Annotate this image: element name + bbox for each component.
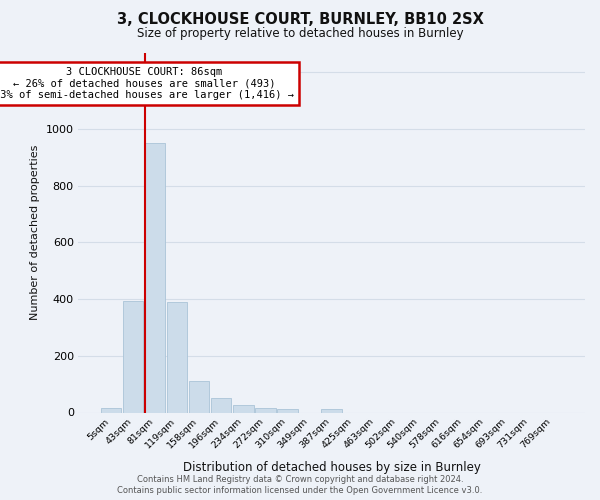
- Text: 3 CLOCKHOUSE COURT: 86sqm
← 26% of detached houses are smaller (493)
73% of semi: 3 CLOCKHOUSE COURT: 86sqm ← 26% of detac…: [0, 67, 294, 100]
- Bar: [167, 302, 187, 412]
- Bar: [123, 300, 143, 412]
- Text: Size of property relative to detached houses in Burnley: Size of property relative to detached ho…: [137, 28, 463, 40]
- Bar: [233, 406, 254, 412]
- X-axis label: Distribution of detached houses by size in Burnley: Distribution of detached houses by size …: [182, 462, 481, 474]
- Bar: [211, 398, 232, 412]
- Text: Contains public sector information licensed under the Open Government Licence v3: Contains public sector information licen…: [118, 486, 482, 495]
- Bar: [277, 409, 298, 412]
- Bar: [145, 143, 166, 412]
- Bar: [189, 382, 209, 412]
- Bar: [101, 408, 121, 412]
- Text: Contains HM Land Registry data © Crown copyright and database right 2024.: Contains HM Land Registry data © Crown c…: [137, 475, 463, 484]
- Bar: [255, 408, 275, 412]
- Text: 3, CLOCKHOUSE COURT, BURNLEY, BB10 2SX: 3, CLOCKHOUSE COURT, BURNLEY, BB10 2SX: [116, 12, 484, 28]
- Bar: [322, 409, 341, 412]
- Y-axis label: Number of detached properties: Number of detached properties: [30, 145, 40, 320]
